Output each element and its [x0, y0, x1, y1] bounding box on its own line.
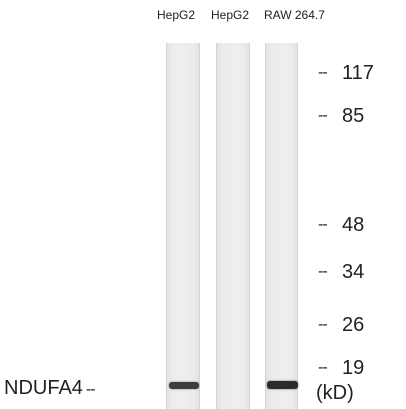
lane-label-2: HepG2: [211, 8, 250, 22]
blot-lane-2: [216, 43, 250, 409]
lane-label-3: RAW 264.7: [264, 8, 325, 22]
marker-34: -- 34: [318, 260, 364, 284]
unit-label: (kD): [316, 382, 354, 404]
marker-26: -- 26: [318, 313, 364, 337]
marker-dash: --: [318, 64, 328, 81]
marker-value: 48: [342, 214, 365, 236]
protein-band-3: [267, 381, 298, 389]
marker-dash: --: [318, 359, 328, 376]
marker-dash: --: [318, 316, 328, 333]
protein-label: NDUFA4 --: [4, 376, 96, 402]
marker-dash: --: [318, 107, 328, 124]
marker-85: -- 85: [318, 104, 364, 128]
protein-band-1: [169, 382, 199, 389]
protein-dash: --: [85, 381, 96, 398]
marker-value: 34: [342, 261, 365, 283]
marker-value: 19: [342, 357, 365, 379]
blot-lane-1: [166, 43, 200, 409]
protein-name: NDUFA4: [4, 377, 83, 399]
marker-117: -- 117: [318, 61, 374, 85]
marker-dash: --: [318, 216, 328, 233]
blot-lane-3: [265, 43, 298, 409]
lane-label-1: HepG2: [157, 8, 196, 22]
marker-48: -- 48: [318, 213, 364, 237]
marker-19: -- 19: [318, 356, 364, 380]
marker-value: 85: [342, 105, 365, 127]
marker-value: 117: [342, 62, 374, 84]
marker-value: 26: [342, 314, 365, 336]
marker-dash: --: [318, 263, 328, 280]
